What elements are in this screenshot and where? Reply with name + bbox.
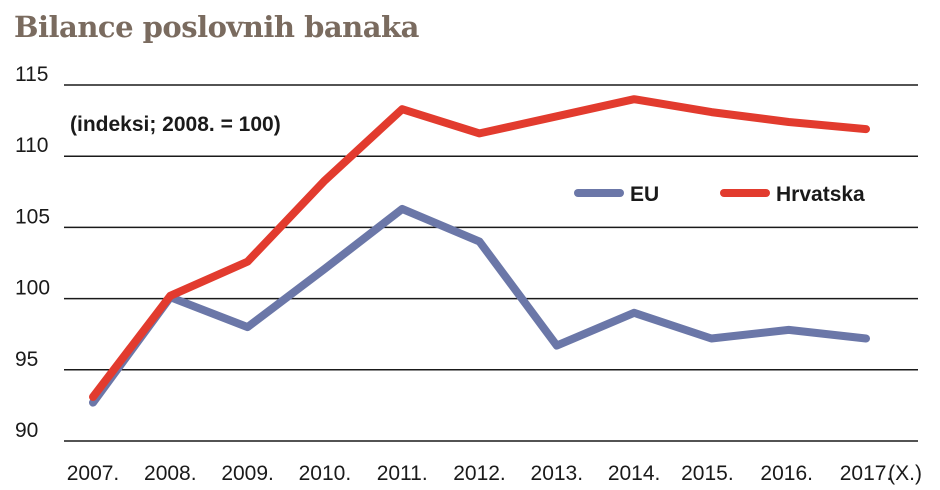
data-point-eu xyxy=(479,241,480,243)
data-point-eu xyxy=(865,337,867,339)
x-tick-label: 2010. xyxy=(299,462,352,485)
x-tick-label: 2012. xyxy=(453,462,506,485)
legend-label-eu: EU xyxy=(630,183,659,206)
legend-label-hrvatska: Hrvatska xyxy=(776,183,865,206)
data-point-hrvatska xyxy=(401,108,403,110)
x-tick-label: 2016. xyxy=(760,462,813,485)
data-point-hrvatska xyxy=(479,132,480,134)
data-point-eu xyxy=(788,329,790,331)
data-point-hrvatska xyxy=(92,396,94,398)
data-point-hrvatska xyxy=(324,179,326,181)
y-tick-label: 105 xyxy=(15,205,50,228)
y-axis-ticks: 90 95 100 105 110 115 xyxy=(15,63,50,442)
x-tick-label: 2014. xyxy=(608,462,661,485)
data-point-eu xyxy=(92,402,94,404)
data-point-hrvatska xyxy=(633,98,635,100)
data-point-hrvatska xyxy=(710,111,712,113)
x-tick-label: 2008. xyxy=(144,462,197,485)
grid-lines xyxy=(64,84,918,442)
data-point-hrvatska xyxy=(169,295,171,297)
x-tick-label: 2013. xyxy=(531,462,584,485)
x-tick-label: 2011. xyxy=(377,462,428,485)
data-point-hrvatska xyxy=(788,121,790,123)
data-point-eu xyxy=(633,312,635,314)
data-series xyxy=(89,95,870,407)
y-tick-label: 115 xyxy=(15,63,48,86)
x-tick-label: 2017. xyxy=(840,462,893,485)
y-tick-label: 90 xyxy=(15,419,38,442)
data-point-eu xyxy=(247,326,249,328)
x-tick-label: 2009. xyxy=(221,462,274,485)
data-point-hrvatska xyxy=(865,128,867,130)
data-point-eu xyxy=(710,337,712,339)
data-point-hrvatska xyxy=(556,115,558,117)
y-tick-label: 95 xyxy=(15,348,38,371)
data-point-eu xyxy=(401,208,403,210)
legend: EU Hrvatska xyxy=(574,183,865,206)
series-line-eu xyxy=(89,204,870,407)
data-point-eu xyxy=(324,268,326,270)
y-tick-label: 100 xyxy=(15,277,50,300)
data-point-eu xyxy=(556,345,558,347)
chart-title: Bilance poslovnih banaka xyxy=(14,10,419,44)
y-tick-label: 110 xyxy=(15,134,48,157)
chart-subtitle: (indeksi; 2008. = 100) xyxy=(70,113,281,136)
x-axis-suffix: (X.) xyxy=(888,462,922,485)
x-tick-label: 2015. xyxy=(681,462,734,485)
x-axis-ticks: 2007. 2008. 2009. 2010. 2011. 2012. 2013. 2014.… xyxy=(67,462,922,485)
data-point-hrvatska xyxy=(247,261,249,263)
x-tick-label: 2007. xyxy=(67,462,120,485)
